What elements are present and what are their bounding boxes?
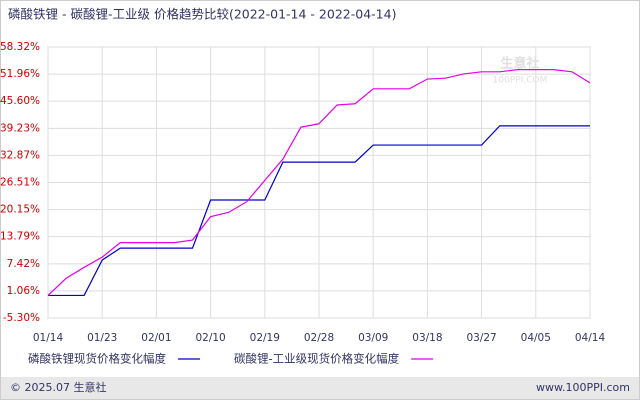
x-tick-label: 04/05 [521, 332, 551, 344]
x-tick-label: 03/18 [412, 332, 442, 344]
y-tick-label: 58.32% [0, 41, 40, 53]
y-tick-label: 20.15% [0, 204, 40, 216]
x-tick-label: 03/09 [358, 332, 388, 344]
y-tick-label: 32.87% [0, 149, 40, 161]
y-tick-label: -5.30% [3, 312, 40, 324]
x-tick-label: 02/28 [304, 332, 334, 344]
footer-right: www.100PPI.com [536, 381, 630, 394]
x-tick-label: 02/19 [250, 332, 280, 344]
series-line [47, 69, 591, 296]
chart-title: 磷酸铁锂 - 碳酸锂-工业级 价格趋势比较(2022-01-14 - 2022-… [8, 7, 396, 22]
watermark: 生意社 [500, 56, 539, 72]
x-tick-label: 04/14 [575, 332, 606, 344]
series-line [48, 125, 590, 297]
x-tick-label: 01/23 [87, 332, 117, 344]
y-tick-label: 45.60% [0, 95, 40, 107]
y-tick-label: 13.79% [0, 231, 40, 243]
legend-label: 碳酸锂-工业级现货价格变化幅度 [234, 352, 400, 366]
y-tick-label: 39.23% [0, 122, 40, 134]
y-tick-label: 1.06% [7, 285, 40, 297]
x-tick-label: 02/10 [195, 332, 225, 344]
x-tick-label: 02/01 [141, 332, 171, 344]
footer-left: © 2025.07 生意社 [10, 380, 106, 394]
y-tick-label: 7.42% [7, 258, 40, 270]
watermark: 100PPI.COM [493, 76, 548, 86]
y-tick-label: 26.51% [0, 177, 40, 189]
footer-bar [1, 377, 639, 399]
x-tick-label: 03/27 [466, 332, 496, 344]
legend-label: 磷酸铁锂现货价格变化幅度 [28, 352, 166, 366]
y-tick-label: 51.96% [0, 68, 40, 80]
x-tick-label: 01/14 [33, 332, 64, 344]
